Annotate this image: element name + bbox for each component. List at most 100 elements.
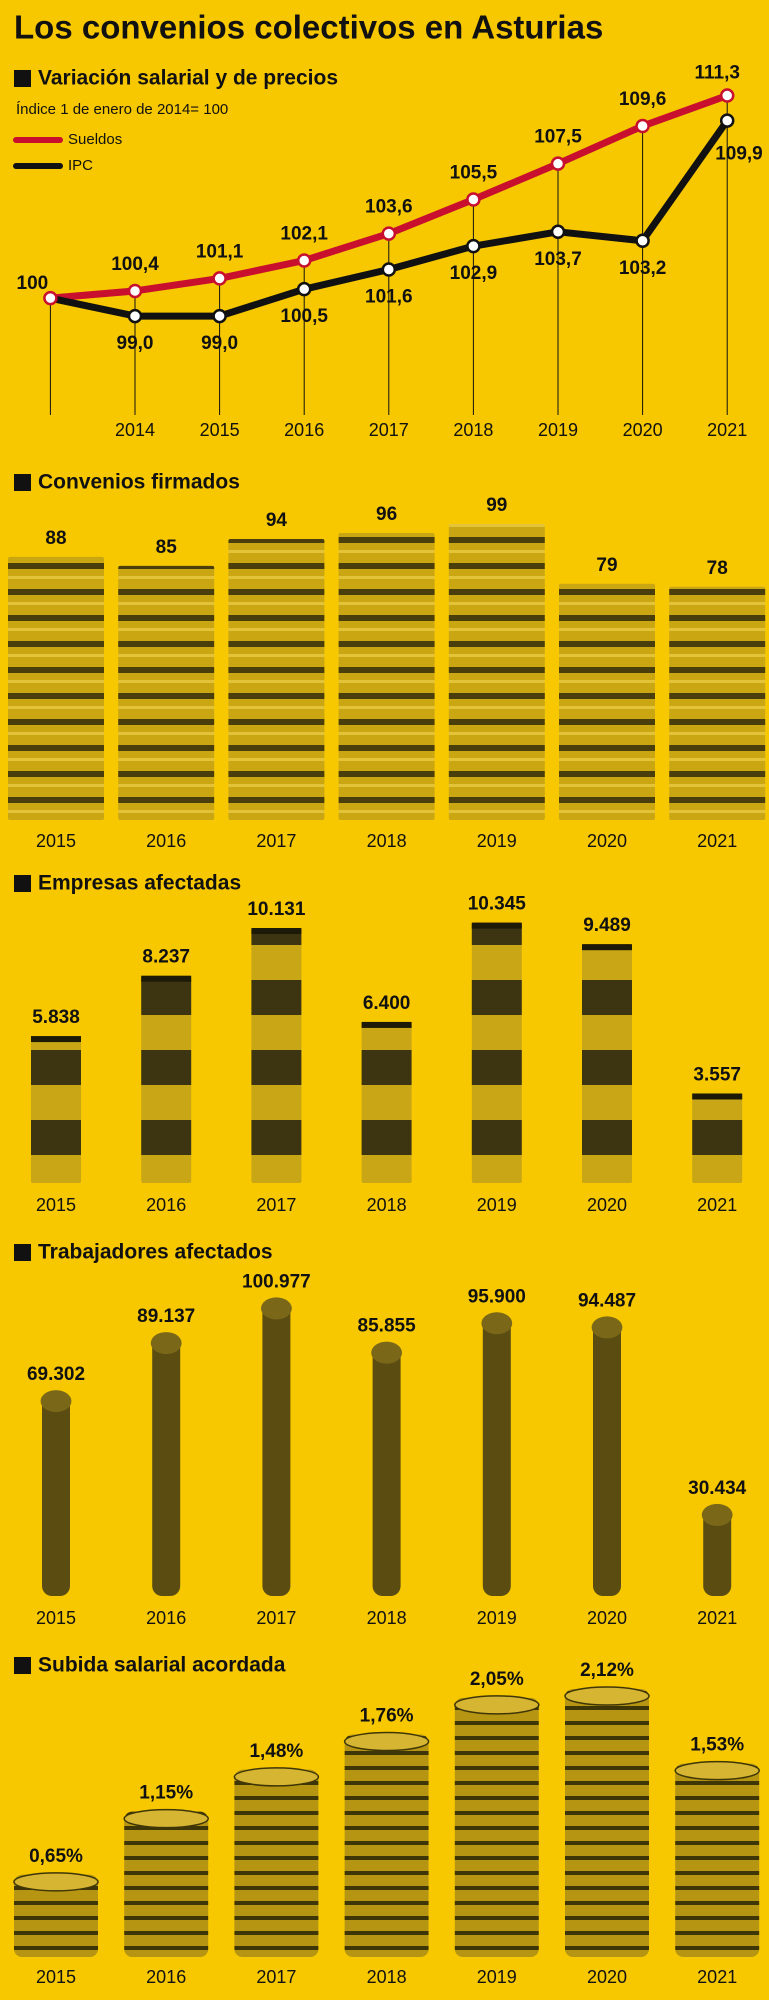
x-tick-label: 2021	[697, 1967, 737, 1987]
bar	[565, 1689, 649, 1957]
value-label: 10.345	[468, 894, 527, 915]
data-point	[466, 192, 481, 207]
x-tick-label: 2015	[36, 831, 76, 851]
bar	[482, 1315, 511, 1596]
value-label: 103,2	[619, 258, 667, 279]
value-label: 30.434	[688, 1478, 747, 1499]
data-point	[635, 118, 650, 134]
value-label: 103,6	[365, 197, 413, 218]
data-point	[296, 253, 312, 268]
coin-top	[13, 1872, 99, 1892]
value-label: 99,0	[201, 333, 238, 354]
coin-top	[674, 1760, 760, 1781]
x-tick-label: 2018	[367, 1195, 407, 1215]
helmet	[481, 1312, 513, 1335]
helmet	[40, 1390, 72, 1413]
x-tick-label: 2016	[284, 420, 324, 440]
data-point	[43, 290, 58, 306]
x-tick-label: 2017	[256, 1195, 296, 1215]
value-label: 88	[45, 528, 66, 549]
value-label: 101,6	[365, 286, 413, 307]
value-label: 100.977	[242, 1271, 311, 1292]
x-tick-label: 2019	[477, 831, 517, 851]
x-tick-label: 2021	[697, 831, 737, 851]
bar	[251, 928, 302, 1183]
chart-title: Convenios firmados	[38, 471, 240, 494]
data-point	[381, 262, 397, 277]
chimney-rim	[471, 922, 522, 929]
value-label: 10.131	[247, 899, 306, 920]
value-label: 69.302	[27, 1364, 85, 1385]
x-tick-label: 2017	[369, 420, 409, 440]
x-tick-label: 2020	[587, 1195, 627, 1215]
x-tick-label: 2018	[367, 1608, 407, 1628]
legend-label: IPC	[68, 157, 93, 174]
value-label: 102,1	[280, 224, 328, 245]
data-point	[212, 271, 227, 286]
x-tick-label: 2018	[453, 420, 493, 440]
chart-subtitle: Índice 1 de enero de 2014= 100	[16, 101, 228, 118]
bar	[559, 583, 655, 820]
value-label: 100,5	[280, 306, 328, 327]
data-point	[719, 88, 735, 103]
title-square	[14, 70, 31, 87]
bar	[338, 532, 435, 820]
value-label: 79	[596, 555, 617, 576]
x-tick-label: 2019	[477, 1967, 517, 1987]
bar	[692, 1093, 743, 1183]
coin-top	[233, 1767, 320, 1787]
coin-top	[343, 1731, 430, 1752]
helmet	[371, 1341, 402, 1364]
value-label: 78	[707, 558, 728, 579]
coin-top	[123, 1808, 209, 1829]
value-label: 6.400	[363, 993, 411, 1014]
title-square	[14, 1657, 31, 1674]
bar	[448, 523, 545, 820]
value-label: 102,9	[450, 263, 498, 284]
chart-title: Trabajadores afectados	[38, 1241, 273, 1264]
value-label: 9.489	[583, 915, 631, 936]
x-tick-label: 2021	[697, 1608, 737, 1628]
x-tick-label: 2019	[538, 420, 578, 440]
x-tick-label: 2017	[256, 1608, 296, 1628]
chimney-rim	[31, 1036, 81, 1043]
chimney-rim	[251, 928, 302, 935]
value-label: 1,15%	[139, 1783, 193, 1804]
value-label: 96	[376, 504, 397, 525]
title-square	[14, 875, 31, 892]
bar	[152, 1335, 181, 1596]
x-tick-label: 2019	[477, 1608, 517, 1628]
value-label: 100	[17, 273, 49, 294]
helmet	[701, 1503, 733, 1526]
x-tick-label: 2015	[36, 1195, 76, 1215]
x-tick-label: 2016	[146, 1195, 186, 1215]
bar	[141, 975, 192, 1183]
x-tick-label: 2021	[697, 1195, 737, 1215]
bar	[124, 1811, 209, 1957]
helmet	[591, 1316, 623, 1339]
bar	[234, 1769, 319, 1957]
value-label: 105,5	[450, 163, 498, 184]
x-tick-label: 2020	[587, 1967, 627, 1987]
legend-label: Sueldos	[68, 131, 122, 148]
data-point	[127, 308, 143, 324]
x-tick-label: 2016	[146, 1608, 186, 1628]
x-tick-label: 2018	[367, 831, 407, 851]
value-label: 85.855	[358, 1316, 417, 1337]
chart-title: Variación salarial y de precios	[38, 67, 338, 90]
title-square	[14, 1244, 31, 1261]
value-label: 99,0	[117, 333, 154, 354]
x-tick-label: 2016	[146, 831, 186, 851]
data-point	[381, 226, 397, 241]
coin-top	[454, 1695, 540, 1715]
x-tick-label: 2020	[587, 1608, 627, 1628]
value-label: 2,05%	[470, 1669, 524, 1690]
data-point	[550, 156, 566, 171]
bar	[582, 944, 632, 1183]
value-label: 95.900	[468, 1286, 526, 1307]
coin-top	[564, 1686, 650, 1706]
x-tick-label: 2014	[115, 420, 155, 440]
